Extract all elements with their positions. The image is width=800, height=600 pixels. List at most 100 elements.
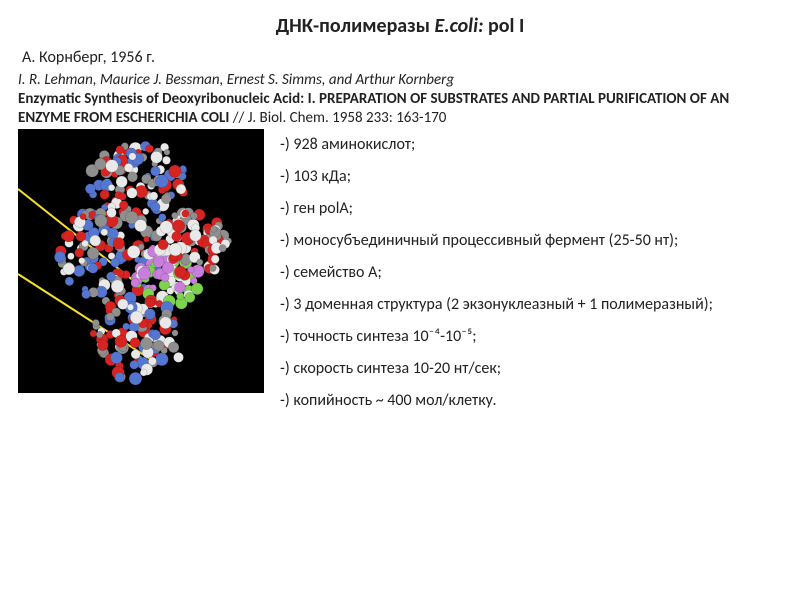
slide: ДНК-полимеразы E.coli: pol I А. Корнберг… [0,0,800,600]
atom-dot [130,361,139,370]
atom-dot [111,352,123,364]
atom-dot [82,290,91,299]
page-title: ДНК-полимеразы E.coli: pol I [18,14,782,38]
atom-dot [92,320,99,327]
atom-dot [68,253,75,260]
atom-dot [123,323,130,330]
citation-authors: I. R. Lehman, Maurice J. Bessman, Ernest… [18,71,454,89]
atom-dot [63,263,75,275]
atom-dot [131,279,139,287]
atom-dot [116,146,124,154]
atom-dot [169,243,182,256]
atom-dot [80,214,86,220]
atom-dot [108,185,115,192]
atom-dot [130,311,143,324]
atom-dot [87,248,99,260]
atom-dot [146,298,155,307]
atom-dot [127,246,140,259]
atom-dot [97,340,108,351]
atom-dot [148,357,156,365]
property-item: -) семейство А; [280,257,782,289]
atom-dot [140,338,152,350]
atom-dot [115,373,124,382]
molecule-svg [18,129,264,393]
atom-dot [177,293,185,301]
atom-dot [209,265,216,272]
properties-list: -) 928 аминокислот;-) 103 кДа;-) ген pol… [280,129,782,417]
atom-dot [162,156,170,164]
atom-dot [90,330,97,337]
atom-dot [182,210,189,217]
atom-dot [63,231,75,243]
atom-dot [135,220,147,232]
atom-dot [143,209,149,215]
atom-dot [115,335,127,347]
property-item: -) моносубъединичный процессивный фермен… [280,225,782,257]
molecule-figure [18,129,264,393]
atom-dot [155,175,168,188]
atom-dot [85,184,95,194]
atom-dot [175,282,186,293]
body-row: -) 928 аминокислот;-) 103 кДа;-) ген pol… [18,129,782,417]
atom-dot [190,230,202,242]
property-item: -) копийность ~ 400 мол/клетку. [280,385,782,417]
atom-dot [197,259,203,265]
atom-dot [106,313,114,321]
atom-dot [156,353,169,366]
atom-dot [150,330,160,340]
atom-dot [75,248,84,257]
atom-dot [168,342,179,353]
atom-dot [90,235,101,246]
atom-dot [169,165,181,177]
atom-dot [129,153,136,160]
atom-dot [76,232,86,242]
atom-dot [175,266,187,278]
atom-dot [159,214,167,222]
atom-dot [74,266,85,277]
atom-dot [172,330,178,336]
atom-dot [96,331,103,338]
atom-dot [108,228,119,239]
atom-dot [129,372,142,385]
property-item: -) точность синтеза 10⁻⁴-10⁻⁵; [280,321,782,353]
atom-dot [113,238,125,250]
atom-dot [160,221,173,234]
atom-dot [95,159,107,171]
atom-dot [153,340,164,351]
atom-dot [167,288,174,295]
atom-dot [153,256,164,267]
atom-dot [82,240,89,247]
title-prefix: ДНК-полимеразы [276,14,435,38]
atom-dot [79,258,85,264]
atom-dot [150,202,160,212]
atom-dot [161,194,171,204]
atom-dot [151,152,163,164]
atom-dot [130,338,140,348]
atom-dot [140,369,147,376]
atom-dot [54,252,65,263]
atom-dot [211,255,219,263]
atom-dot [116,176,127,187]
atom-dot [219,245,226,252]
property-item: -) 3 доменная структура (2 экзонуклеазны… [280,289,782,321]
atom-dot [95,215,108,228]
property-item: -) 103 кДа; [280,161,782,193]
atom-dot [124,164,133,173]
property-item: -) 928 аминокислот; [280,129,782,161]
atom-dot [118,299,129,310]
citation: I. R. Lehman, Maurice J. Bessman, Ernest… [18,71,782,127]
property-item: -) скорость синтеза 10-20 нт/сек; [280,353,782,385]
atom-dot [151,166,161,176]
title-italic: E.coli: [434,14,483,38]
atom-dot [172,232,182,242]
atom-dot [100,190,109,199]
atom-dot [101,229,108,236]
atom-dot [176,184,186,194]
atom-dot [150,192,158,200]
property-item: -) ген polA; [280,193,782,225]
atom-dot [145,309,156,320]
citation-journal: // J. Biol. Chem. 1958 233: 163-170 [229,109,446,127]
atom-dot [190,213,197,220]
atom-dot [211,226,218,233]
atom-dot [127,172,137,182]
